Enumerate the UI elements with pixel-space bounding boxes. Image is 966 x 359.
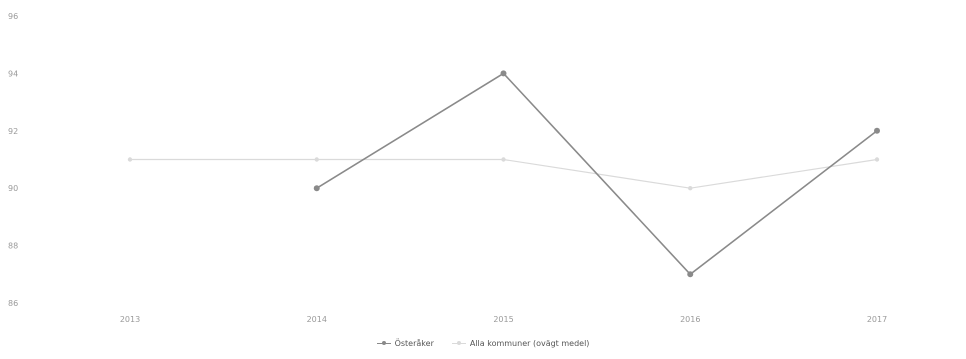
x-tick-label: 2016 [680,315,700,324]
series-line-ster-ker [316,72,878,276]
data-point-ster-ker[interactable] [874,127,880,134]
y-tick-label: 96 [8,12,18,21]
data-point-alla-kommuner-ov-gt-medel[interactable] [688,186,693,191]
y-tick-label: 90 [8,184,18,193]
y-tick-label: 86 [8,299,18,308]
x-tick-label: 2013 [120,315,140,324]
legend: Österåker Alla kommuner (ovägt medel) [0,339,966,348]
y-tick-label: 94 [8,69,18,78]
data-point-alla-kommuner-ov-gt-medel[interactable] [501,157,506,162]
data-point-alla-kommuner-ov-gt-medel[interactable] [314,157,319,162]
y-tick-label: 88 [8,242,18,251]
series-line-alla-kommuner-ov-gt-medel [130,158,878,189]
data-point-ster-ker[interactable] [313,185,320,192]
data-point-alla-kommuner-ov-gt-medel[interactable] [874,157,880,162]
legend-item-alla-kommuner[interactable]: Alla kommuner (ovägt medel) [451,339,590,348]
legend-item-osteraker[interactable]: Österåker [376,339,434,348]
data-point-ster-ker[interactable] [687,271,694,278]
x-axis-ticks: 2013 2014 2015 2016 2017 [120,315,887,324]
data-point-ster-ker[interactable] [500,70,507,77]
y-axis-ticks: 86 88 90 92 94 96 [8,12,18,308]
legend-label-osteraker: Österåker [394,339,434,348]
y-tick-label: 92 [8,127,18,136]
x-tick-label: 2015 [493,315,513,324]
data-point-alla-kommuner-ov-gt-medel[interactable] [127,157,133,162]
x-tick-label: 2014 [307,315,327,324]
legend-label-alla-kommuner: Alla kommuner (ovägt medel) [469,339,590,348]
series-layer [127,70,880,278]
x-tick-label: 2017 [867,315,887,324]
legend-swatch-osteraker [376,340,391,348]
legend-swatch-alla-kommuner [451,340,466,348]
